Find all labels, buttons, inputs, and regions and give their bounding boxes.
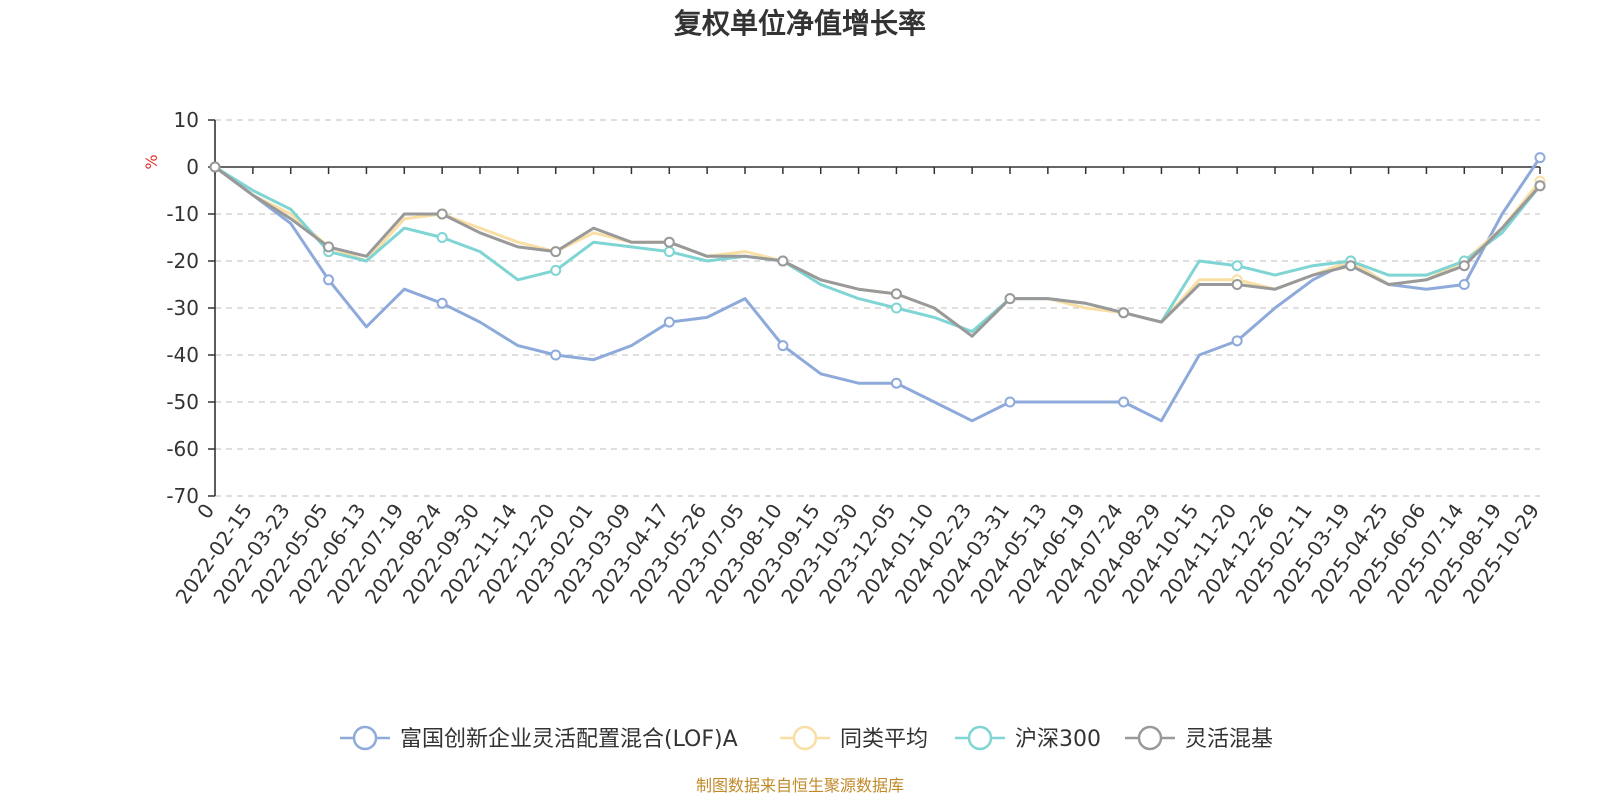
data-point	[890, 288, 902, 300]
y-tick-label: -10	[166, 202, 199, 226]
data-point	[550, 246, 562, 258]
legend-marker-icon	[1137, 725, 1163, 751]
data-point	[663, 316, 675, 328]
x-tick-label: 0	[192, 499, 219, 523]
data-point	[209, 161, 221, 173]
legend-marker-icon	[352, 725, 378, 751]
y-tick-label: -60	[166, 437, 199, 461]
data-point	[1534, 180, 1546, 192]
data-point	[1004, 396, 1016, 408]
y-tick-label: -70	[166, 484, 199, 508]
data-point	[1118, 396, 1130, 408]
grid-lines	[215, 119, 1540, 497]
legend-item-0[interactable]: 富国创新企业灵活配置混合(LOF)A	[340, 725, 738, 752]
legend-label: 沪深300	[1015, 727, 1101, 752]
series-line-3	[213, 165, 1542, 338]
data-source-note: 制图数据来自恒生聚源数据库	[696, 776, 904, 795]
y-tick-label: -50	[166, 390, 199, 414]
data-point	[550, 349, 562, 361]
legend-item-1[interactable]: 同类平均	[780, 725, 928, 752]
data-point	[1231, 279, 1243, 290]
y-tick-label: -30	[166, 296, 199, 320]
series-lines	[209, 152, 1546, 423]
x-axis-ticks: 02022-02-152022-03-232022-05-052022-06-1…	[171, 167, 1544, 608]
data-point	[663, 246, 675, 258]
data-point	[777, 255, 789, 267]
data-point	[890, 377, 902, 389]
data-point	[1231, 260, 1243, 272]
y-tick-label: -20	[166, 249, 199, 273]
data-point	[1345, 260, 1357, 272]
data-point	[323, 274, 335, 286]
series-line-0	[213, 156, 1542, 423]
data-point	[1458, 260, 1470, 272]
series-line-2	[213, 165, 1542, 333]
data-point	[1118, 307, 1130, 319]
legend-marker-icon	[967, 725, 993, 751]
y-tick-label: 10	[174, 108, 199, 132]
y-axis-unit: %	[142, 154, 161, 169]
chart-title: 复权单位净值增长率	[674, 7, 926, 40]
data-point	[436, 297, 448, 309]
y-axis-ticks: 10 0 -10 -20 -30 -40 -50 -60 -70	[166, 108, 215, 508]
y-tick-label: -40	[166, 343, 199, 367]
legend-item-2[interactable]: 沪深300	[955, 725, 1101, 752]
legend-item-3[interactable]: 灵活混基	[1125, 725, 1273, 752]
data-point	[890, 302, 902, 314]
data-point	[1004, 293, 1016, 305]
series-line-1	[213, 165, 1542, 338]
data-point	[436, 232, 448, 243]
legend-marker-icon	[792, 725, 818, 751]
data-point	[550, 264, 562, 276]
data-point	[663, 236, 675, 248]
legend-label: 同类平均	[840, 727, 928, 752]
data-point	[436, 208, 448, 220]
data-point	[1534, 152, 1546, 164]
data-point	[323, 241, 335, 253]
data-point	[1458, 279, 1470, 290]
legend[interactable]: 富国创新企业灵活配置混合(LOF)A 同类平均 沪深300 灵活混基	[340, 725, 1273, 752]
data-point	[1231, 335, 1243, 347]
legend-label: 富国创新企业灵活配置混合(LOF)A	[400, 727, 738, 752]
data-point	[777, 340, 789, 352]
legend-label: 灵活混基	[1185, 727, 1273, 752]
y-tick-label: 0	[186, 155, 199, 179]
